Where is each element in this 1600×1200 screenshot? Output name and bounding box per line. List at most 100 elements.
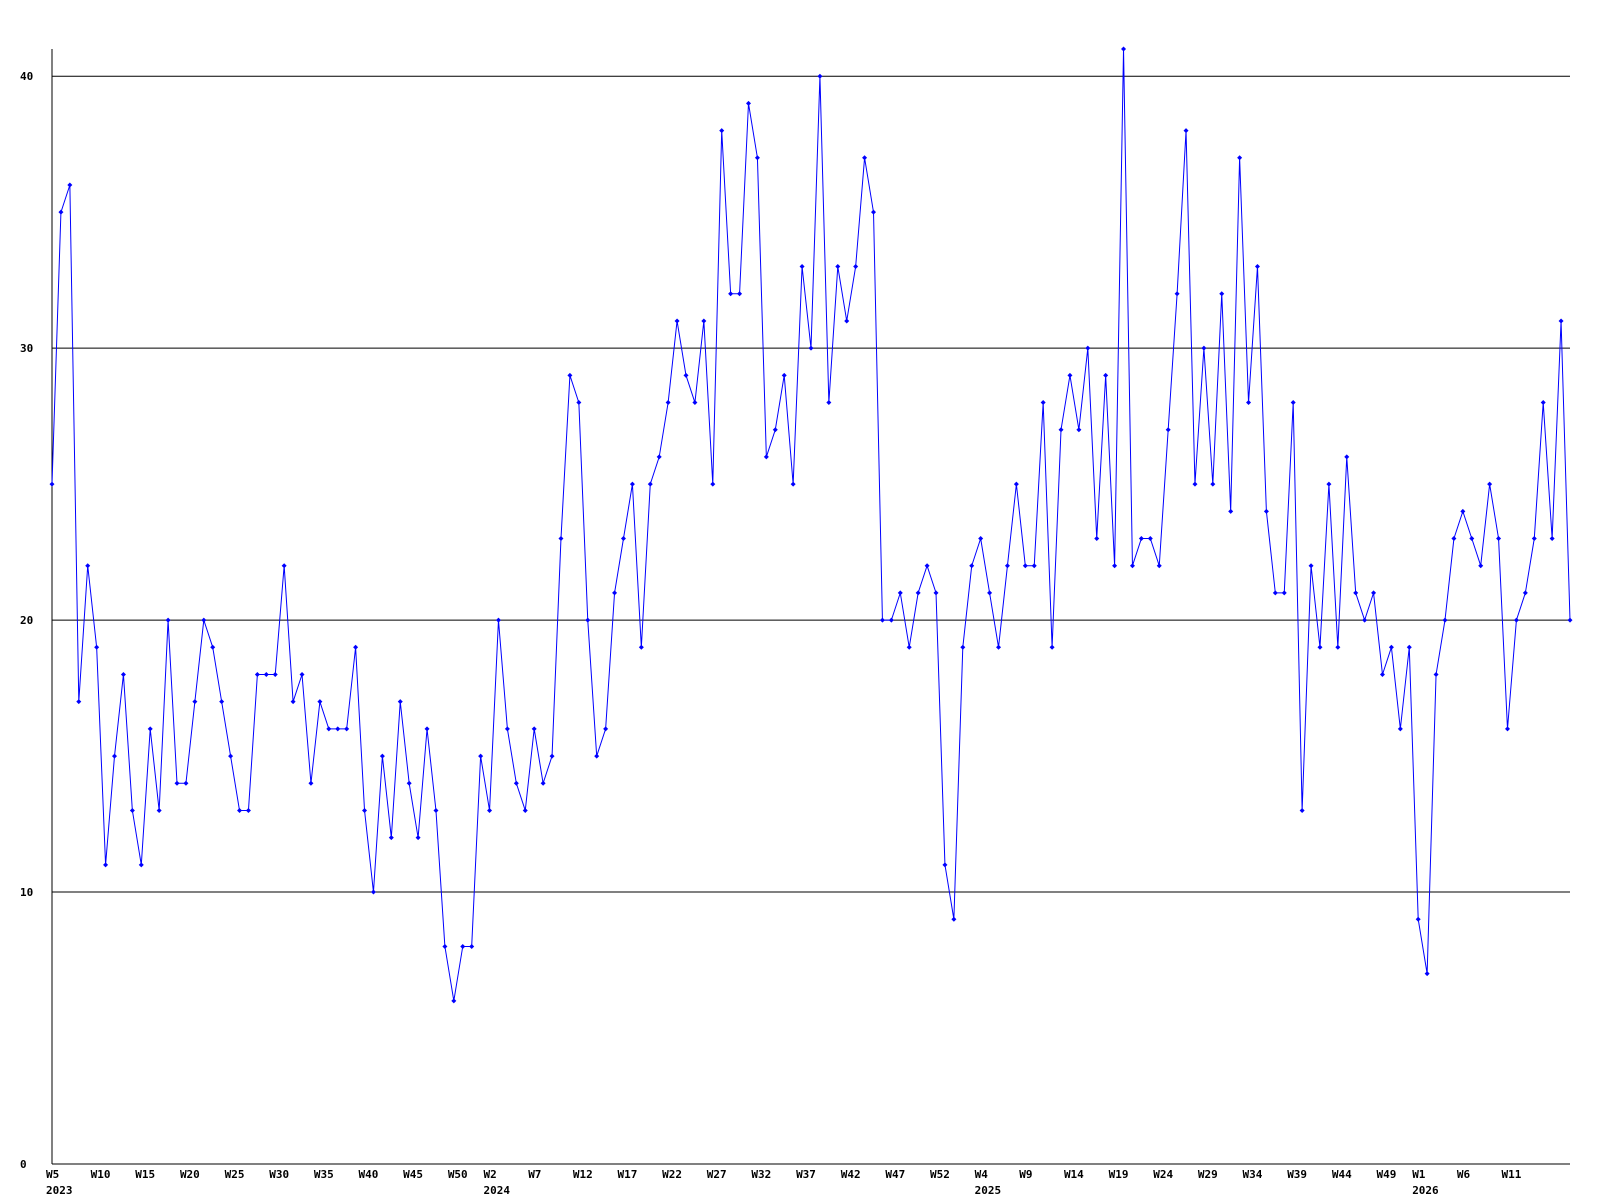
data-point	[1272, 590, 1278, 596]
data-point	[129, 807, 135, 813]
data-point	[1228, 508, 1234, 514]
data-point	[879, 617, 885, 623]
data-point	[871, 209, 877, 215]
data-point	[1210, 481, 1216, 487]
data-point	[862, 155, 868, 161]
data-point	[1424, 971, 1430, 977]
data-point	[594, 753, 600, 759]
data-point	[76, 699, 82, 705]
data-point	[1290, 400, 1296, 406]
data-point	[781, 372, 787, 378]
data-point	[504, 726, 510, 732]
data-point	[362, 807, 368, 813]
data-point	[531, 726, 537, 732]
data-point	[656, 454, 662, 460]
data-point	[1522, 590, 1528, 596]
data-point	[853, 264, 859, 270]
x-tick-label-week: W45	[403, 1168, 423, 1181]
data-point	[487, 807, 493, 813]
x-tick-label-week: W37	[796, 1168, 816, 1181]
data-point	[192, 699, 198, 705]
data-point	[1460, 508, 1466, 514]
data-point	[1540, 400, 1546, 406]
data-point	[245, 807, 251, 813]
data-point	[406, 780, 412, 786]
data-point	[620, 536, 626, 542]
data-point	[567, 372, 573, 378]
data-point	[1567, 617, 1573, 623]
x-tick-label-week: W2	[484, 1168, 497, 1181]
data-point	[969, 563, 975, 569]
x-tick-label-week: W10	[91, 1168, 111, 1181]
data-point	[1513, 617, 1519, 623]
data-point	[1138, 536, 1144, 542]
x-tick-label-week: W25	[225, 1168, 245, 1181]
grid-lines	[52, 75, 1570, 893]
data-point	[156, 807, 162, 813]
data-point	[763, 454, 769, 460]
data-point	[987, 590, 993, 596]
data-point	[522, 807, 528, 813]
data-point	[424, 726, 430, 732]
data-point	[1263, 508, 1269, 514]
data-point	[888, 617, 894, 623]
data-point	[219, 699, 225, 705]
data-point	[1201, 345, 1207, 351]
x-tick-label-week: W32	[751, 1168, 771, 1181]
data-point	[353, 644, 359, 650]
data-point	[1022, 563, 1028, 569]
data-point	[379, 753, 385, 759]
x-tick-label-week: W29	[1198, 1168, 1218, 1181]
x-tick-label-week: W1	[1412, 1168, 1426, 1181]
data-point	[629, 481, 635, 487]
data-point	[585, 617, 591, 623]
data-point	[1496, 536, 1502, 542]
data-point	[1085, 345, 1091, 351]
data-point	[1362, 617, 1368, 623]
x-tick-label-week: W15	[135, 1168, 155, 1181]
data-point	[1094, 536, 1100, 542]
data-point	[85, 563, 91, 569]
data-point	[228, 753, 234, 759]
data-point	[1344, 454, 1350, 460]
data-point	[1371, 590, 1377, 596]
data-point	[612, 590, 618, 596]
data-point	[326, 726, 332, 732]
data-point	[67, 182, 73, 188]
data-point	[710, 481, 716, 487]
data-point	[1353, 590, 1359, 596]
data-point	[1415, 916, 1421, 922]
x-tick-label-week: W35	[314, 1168, 334, 1181]
data-point	[1013, 481, 1019, 487]
data-point	[906, 644, 912, 650]
data-point	[415, 835, 421, 841]
data-point	[674, 318, 680, 324]
data-point	[1433, 671, 1439, 677]
data-point	[1129, 563, 1135, 569]
data-point	[263, 671, 269, 677]
data-point	[1112, 563, 1118, 569]
x-tick-label-year: 2023	[46, 1184, 73, 1197]
data-point	[58, 209, 64, 215]
data-point	[692, 400, 698, 406]
data-point	[174, 780, 180, 786]
data-point	[799, 264, 805, 270]
data-point	[1451, 536, 1457, 542]
data-point	[103, 862, 109, 868]
data-point	[1040, 400, 1046, 406]
data-point	[299, 671, 305, 677]
y-tick-label: 40	[20, 70, 33, 83]
x-tick-label-week: W27	[707, 1168, 727, 1181]
data-point	[478, 753, 484, 759]
data-point	[388, 835, 394, 841]
data-point	[370, 889, 376, 895]
data-point	[1335, 644, 1341, 650]
data-point	[1549, 536, 1555, 542]
data-point	[94, 644, 100, 650]
x-tick-label-year: 2024	[484, 1184, 511, 1197]
data-point	[1076, 427, 1082, 433]
data-point	[978, 536, 984, 542]
data-point	[451, 998, 457, 1004]
x-tick-label-week: W30	[269, 1168, 289, 1181]
